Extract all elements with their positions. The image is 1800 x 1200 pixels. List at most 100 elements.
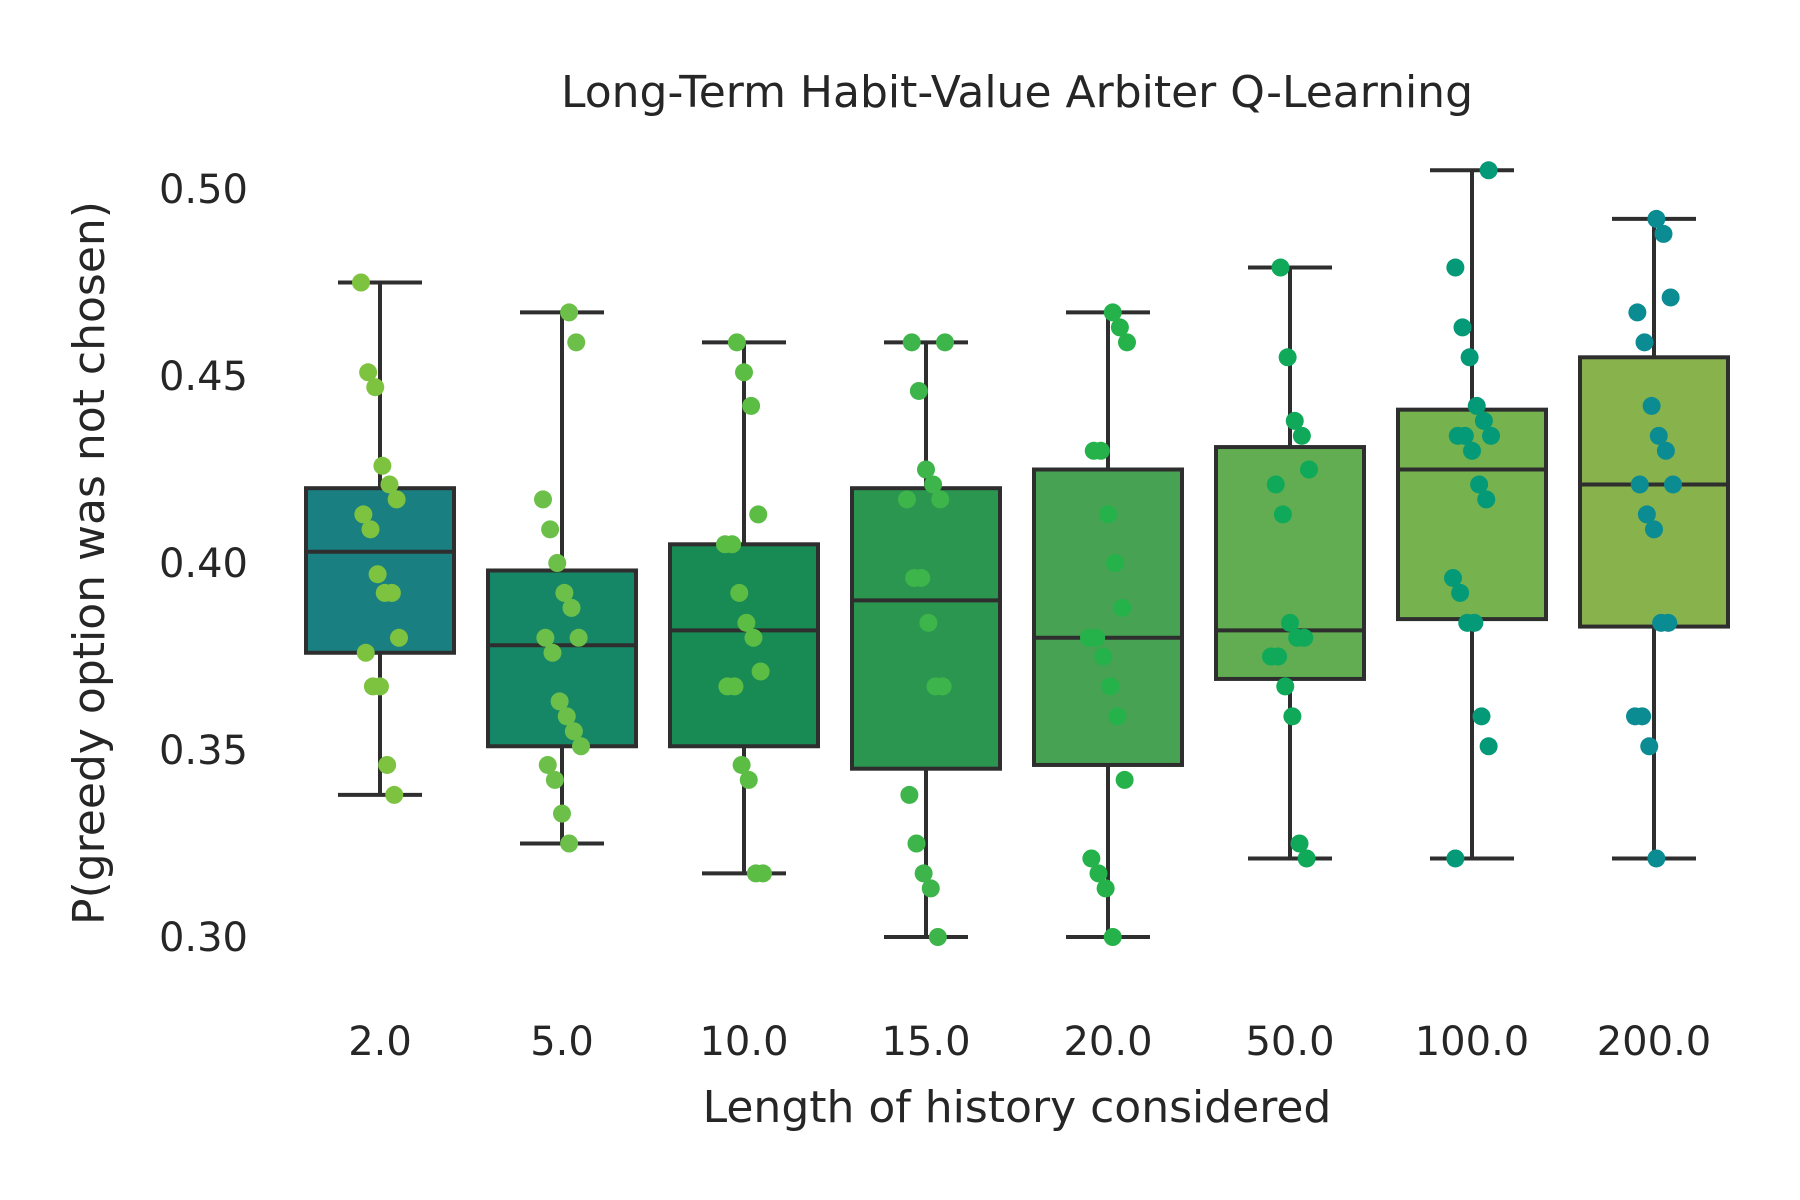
data-point	[1628, 303, 1647, 322]
x-tick-label: 15.0	[881, 1019, 970, 1065]
data-point	[1300, 460, 1318, 479]
data-point	[356, 643, 375, 662]
data-point	[739, 770, 758, 789]
data-point	[1108, 707, 1127, 726]
data-point	[909, 381, 928, 400]
data-point	[1099, 505, 1117, 524]
y-tick-label: 0.45	[159, 354, 248, 400]
x-tick-label: 100.0	[1415, 1019, 1530, 1065]
data-point	[723, 535, 742, 554]
data-point	[555, 583, 574, 602]
data-point	[1649, 426, 1668, 445]
box-group	[1396, 161, 1548, 868]
y-tick-label: 0.40	[159, 541, 248, 587]
chart-title: Long-Term Habit-Value Arbiter Q-Learning	[561, 67, 1473, 118]
data-point	[1276, 677, 1295, 696]
data-point	[730, 583, 749, 602]
box-group	[668, 333, 820, 883]
data-point	[1637, 505, 1656, 524]
data-point	[1453, 318, 1472, 337]
data-point	[898, 490, 916, 509]
data-point	[902, 333, 921, 352]
data-point	[1467, 396, 1486, 415]
data-point	[562, 598, 581, 617]
x-tick-label: 200.0	[1597, 1019, 1712, 1065]
data-point	[378, 755, 397, 774]
data-point	[1113, 598, 1132, 617]
data-point	[1295, 628, 1314, 647]
data-point	[1463, 441, 1481, 460]
data-point	[1470, 475, 1489, 494]
plot-area	[304, 161, 1730, 946]
data-point	[732, 755, 751, 774]
data-point	[548, 554, 567, 572]
data-point	[373, 456, 392, 475]
data-point	[1656, 441, 1675, 460]
data-point	[900, 785, 919, 804]
y-tick-label: 0.50	[159, 167, 248, 213]
data-point	[924, 475, 943, 494]
data-point	[921, 879, 940, 898]
data-point	[742, 396, 761, 415]
data-point	[368, 565, 387, 584]
data-point	[1444, 568, 1462, 587]
data-point	[1273, 505, 1292, 524]
data-point	[366, 378, 385, 397]
data-point	[1091, 441, 1110, 460]
data-point	[560, 834, 579, 853]
data-point	[1082, 849, 1101, 868]
data-point	[1647, 849, 1666, 868]
data-point	[550, 692, 569, 711]
box-group	[486, 303, 638, 853]
data-point	[1297, 849, 1316, 868]
data-point	[917, 460, 935, 479]
data-point	[1654, 224, 1673, 243]
data-point	[572, 737, 590, 756]
y-axis: 0.30 0.35 0.40 0.45 0.50	[159, 167, 248, 961]
data-point	[390, 628, 408, 647]
data-point	[1451, 583, 1470, 602]
data-point	[385, 785, 404, 804]
data-point	[1474, 411, 1493, 430]
data-point	[354, 505, 373, 524]
data-point	[1290, 834, 1309, 853]
data-point	[557, 707, 576, 726]
data-point	[382, 583, 401, 602]
data-point	[928, 928, 947, 946]
data-point	[1446, 849, 1465, 868]
data-point	[1664, 475, 1682, 494]
box-group	[1214, 258, 1366, 868]
data-point	[361, 520, 380, 539]
data-point	[754, 864, 772, 883]
data-point	[387, 490, 406, 509]
data-point	[543, 643, 562, 662]
data-point	[1661, 288, 1680, 307]
data-point	[1482, 426, 1500, 445]
x-axis: 2.0 5.0 10.0 15.0 20.0 50.0 100.0 200.0	[348, 1019, 1711, 1065]
y-tick-label: 0.30	[159, 915, 248, 961]
x-tick-label: 50.0	[1245, 1019, 1334, 1065]
box	[668, 542, 820, 749]
data-point	[569, 628, 588, 647]
data-point	[1472, 707, 1491, 726]
y-tick-label: 0.35	[159, 728, 248, 774]
data-point	[553, 804, 571, 823]
data-point	[1285, 411, 1304, 430]
data-point	[1455, 426, 1474, 445]
box	[1214, 445, 1366, 681]
data-point	[1630, 475, 1649, 494]
data-point	[1281, 613, 1299, 632]
data-point	[735, 363, 753, 382]
x-axis-label: Length of history considered	[703, 1082, 1332, 1133]
data-point	[352, 273, 370, 292]
data-point	[567, 333, 586, 352]
data-point	[1479, 737, 1498, 756]
data-point	[1087, 628, 1106, 647]
data-point	[564, 722, 583, 741]
data-point	[534, 490, 552, 509]
data-point	[1106, 554, 1125, 572]
data-point	[371, 677, 389, 696]
data-point	[1645, 520, 1663, 539]
data-point	[1292, 426, 1311, 445]
data-point	[1640, 737, 1659, 756]
